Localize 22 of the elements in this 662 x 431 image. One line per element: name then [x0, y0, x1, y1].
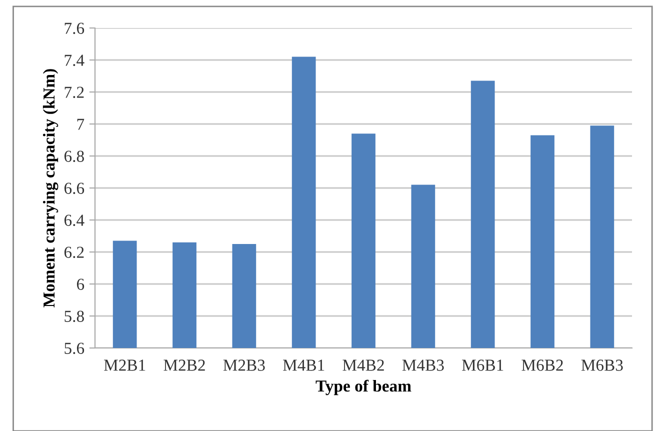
y-tick-label: 6.4 — [64, 214, 84, 226]
y-tick-label: 7.6 — [64, 22, 84, 34]
x-tick-label: M4B2 — [342, 360, 384, 371]
x-tick-label: M2B1 — [104, 360, 146, 371]
y-axis-title: Moment carrying capacity (kNm) — [42, 69, 58, 308]
x-axis-title: Type of beam — [316, 380, 412, 396]
x-tick-label: M6B1 — [462, 360, 504, 371]
y-tick-label: 6.2 — [64, 246, 84, 258]
x-tick-label: M6B3 — [581, 360, 623, 371]
y-tick-label: 5.6 — [64, 342, 84, 354]
y-tick-label: 7 — [77, 118, 84, 130]
y-tick-label: 5.8 — [64, 310, 84, 322]
x-tick-label: M6B2 — [522, 360, 563, 371]
x-tick-label: M4B3 — [402, 360, 444, 371]
y-tick-label: 6.6 — [64, 182, 84, 194]
x-tick-label: M2B3 — [223, 360, 265, 371]
y-tick-label: 6 — [76, 278, 84, 290]
y-tick-label: 7.4 — [64, 54, 84, 66]
x-tick-label: M2B2 — [164, 360, 205, 371]
x-tick-label: M4B1 — [283, 360, 324, 371]
y-tick-label: 7.2 — [64, 86, 84, 98]
y-tick-label: 6.8 — [64, 150, 84, 162]
